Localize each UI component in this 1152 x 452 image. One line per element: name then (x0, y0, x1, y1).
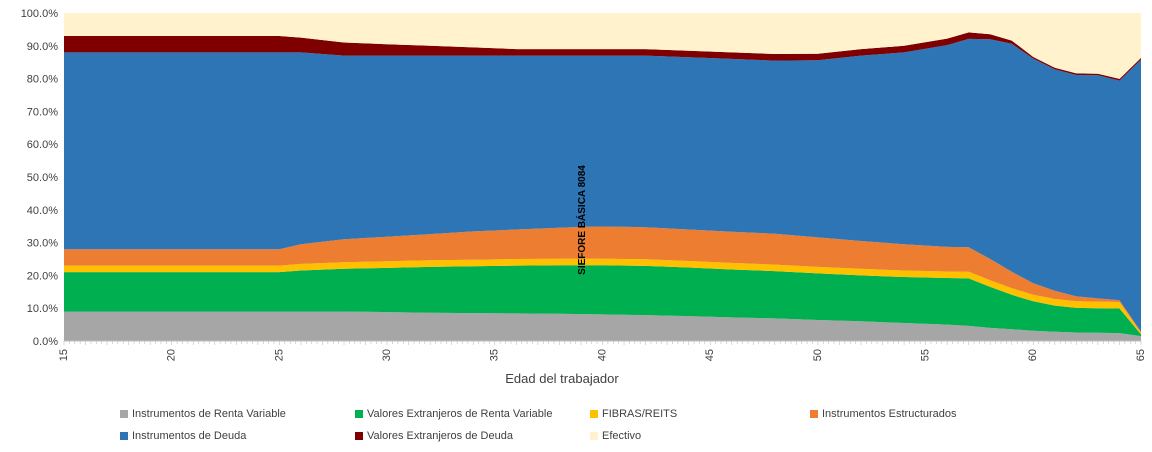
y-tick-label: 0.0% (33, 336, 58, 348)
area-series-7 (64, 13, 1141, 79)
y-axis: 0.0% 10.0% 20.0% 30.0% 40.0% 50.0% 60.0% 70.0% 8… (21, 8, 59, 348)
y-tick-label: 20.0% (27, 270, 58, 282)
legend-item: Instrumentos de Deuda (120, 430, 246, 442)
x-tick-label: 35 (489, 349, 501, 361)
y-tick-label: 30.0% (27, 238, 58, 250)
x-axis-label: Edad del trabajador (505, 371, 619, 386)
x-tick-label: 15 (58, 349, 70, 361)
legend-swatch (355, 432, 363, 440)
legend-item: Instrumentos Estructurados (810, 408, 957, 420)
x-tick-label: 25 (273, 349, 285, 361)
x-tick-label: 45 (704, 349, 716, 361)
legend-label: FIBRAS/REITS (602, 408, 678, 420)
y-tick-label: 80.0% (27, 74, 58, 86)
x-tick-label: 30 (381, 349, 393, 361)
y-tick-label: 40.0% (27, 205, 58, 217)
legend-swatch (590, 410, 598, 418)
legend-label: Valores Extranjeros de Renta Variable (367, 408, 553, 420)
y-tick-label: 10.0% (27, 303, 58, 315)
x-tick-label: 20 (166, 349, 178, 361)
legend-label: Valores Extranjeros de Deuda (367, 430, 513, 442)
x-tick-label: 50 (812, 349, 824, 361)
legend-label: Instrumentos de Deuda (132, 430, 247, 442)
legend-label: Efectivo (602, 430, 642, 442)
x-tick-label: 40 (596, 349, 608, 361)
legend-item: Valores Extranjeros de Renta Variable (355, 408, 552, 420)
y-tick-label: 90.0% (27, 41, 58, 53)
legend-item: Valores Extranjeros de Deuda (355, 430, 513, 442)
legend-item: FIBRAS/REITS (590, 408, 677, 420)
legend-swatch (120, 432, 128, 440)
legend-swatch (810, 410, 818, 418)
x-tick-label: 65 (1135, 349, 1147, 361)
x-tick-label: 55 (920, 349, 932, 361)
legend-label: Instrumentos Estructurados (822, 408, 957, 420)
x-axis: 15 20 25 30 35 40 45 50 55 60 65 (58, 340, 1147, 361)
legend-swatch (590, 432, 598, 440)
chart-annotation: SIEFORE BÁSICA 8084 (575, 165, 588, 275)
area-series-3 (64, 258, 1141, 335)
y-tick-label: 70.0% (27, 106, 58, 118)
area-series-6 (64, 32, 1141, 81)
area-series-4 (64, 226, 1141, 333)
area-series-group (64, 13, 1141, 341)
area-series-2 (64, 265, 1141, 337)
legend-item: Instrumentos de Renta Variable (120, 408, 286, 420)
legend-swatch (355, 410, 363, 418)
legend-item: Efectivo (590, 430, 641, 442)
legend-swatch (120, 410, 128, 418)
y-tick-label: 60.0% (27, 139, 58, 151)
y-tick-label: 100.0% (21, 8, 59, 20)
x-tick-label: 60 (1027, 349, 1039, 361)
area-series-5 (64, 38, 1141, 332)
area-series-1 (64, 311, 1141, 341)
y-tick-label: 50.0% (27, 172, 58, 184)
legend-label: Instrumentos de Renta Variable (132, 408, 286, 420)
